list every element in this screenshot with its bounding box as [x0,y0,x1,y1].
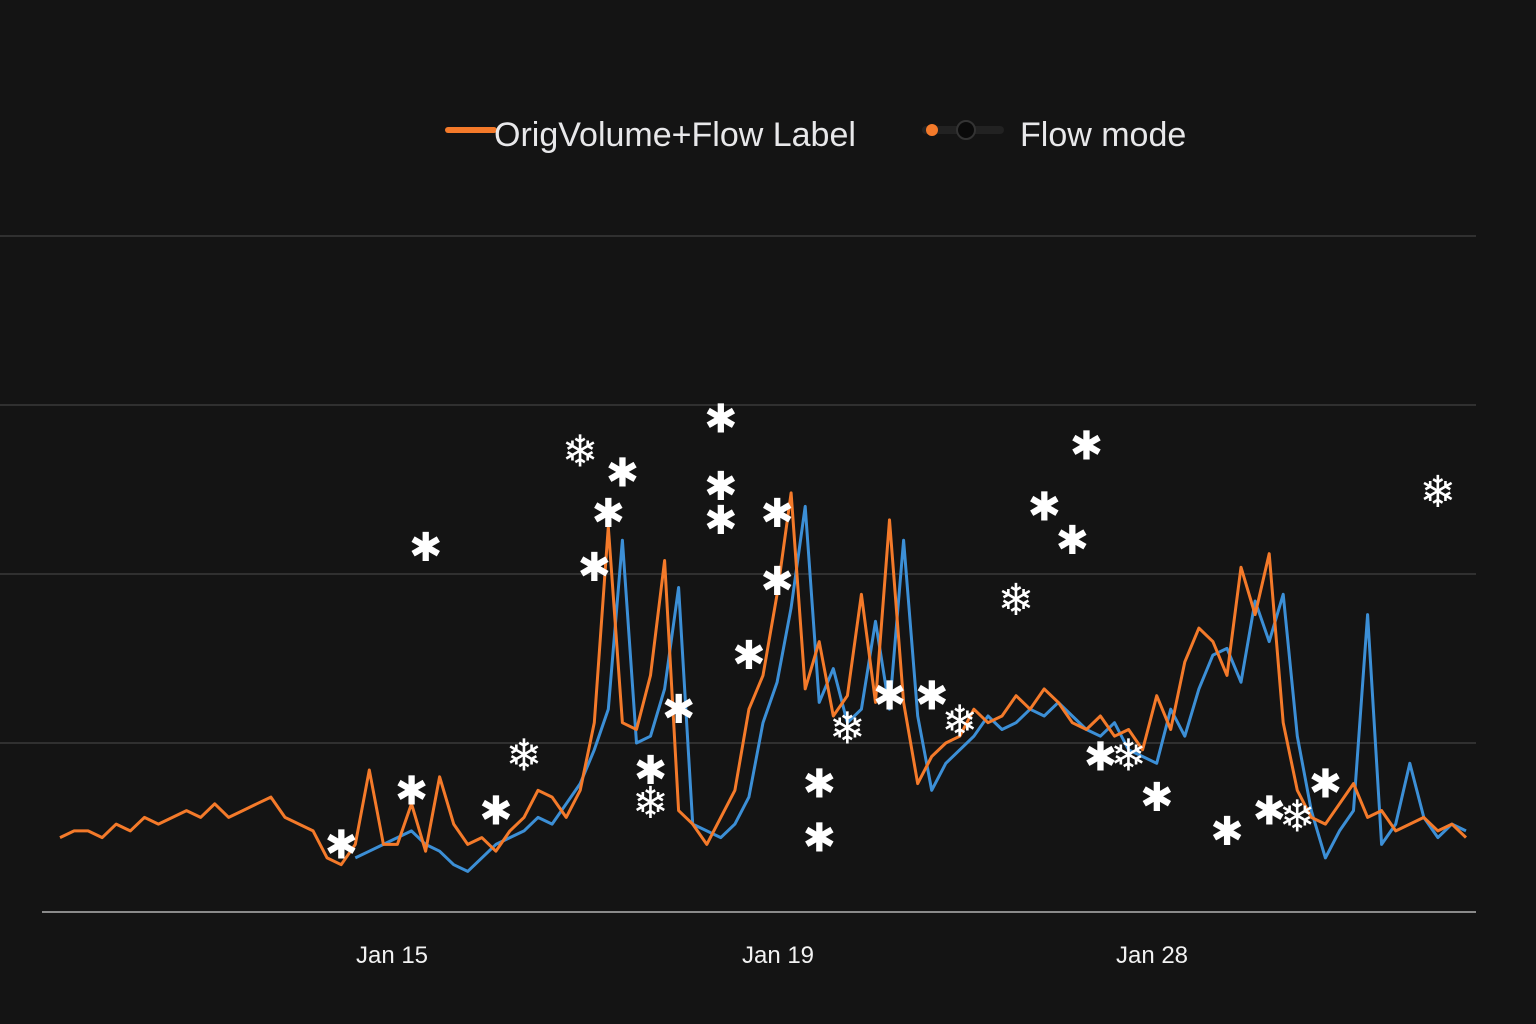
x-tick-label: Jan 19 [742,942,814,969]
asterisk-marker: ✱ [704,464,738,510]
asterisk-marker: ✱ [915,674,949,720]
asterisk-marker: ✱ [395,768,429,814]
asterisk-marker: ✱ [732,633,766,679]
legend-label-origvolume: OrigVolume+Flow Label [494,116,856,154]
asterisk-marker: ✱ [802,762,836,808]
asterisk-marker: ✱ [802,816,836,862]
snowflake-marker: ❄ [632,778,669,829]
legend-swatch-flow-mode-dot [926,124,938,136]
legend-label-origvolume-part2: +Flow Label [672,116,856,154]
asterisk-marker: ✱ [634,748,668,794]
asterisk-marker: ✱ [479,789,513,835]
asterisk-marker: ✱ [1070,424,1104,470]
marker-layer: ✱✱✱✱❄❄✱✱✱✱❄✱✱✱✱✱✱✱✱✱❄✱ ✱❄❄✱✱✱✱❄✱✱ ✱❄✱❄ [324,397,1456,869]
snowflake-marker: ❄ [1110,731,1147,782]
snowflake-marker: ❄ [998,575,1035,626]
snowflake-marker: ❄ [1419,467,1456,518]
x-tick-label: Jan 28 [1116,942,1188,969]
snowflake-marker: ❄ [506,731,543,782]
gridlines [0,235,1476,744]
legend: OrigVolume+Flow Label Flow mode [445,116,1186,154]
series-line-0 [59,491,1468,867]
asterisk-marker: ✱ [873,674,907,720]
asterisk-marker: ✱ [662,687,696,733]
asterisk-marker: ✱ [760,491,794,537]
snowflake-marker: ❄ [1279,791,1316,842]
asterisk-marker: ✱ [1252,789,1286,835]
series-layer [59,491,1468,873]
snowflake-marker: ❄ [829,704,866,755]
asterisk-marker: ✱ [704,397,738,443]
series-line-1 [354,504,1467,873]
asterisk-marker: ✱ [592,491,626,537]
asterisk-marker: ✱ [1140,775,1174,821]
legend-label-flow-mode: Flow mode [1020,116,1186,154]
asterisk-marker: ✱ [1210,809,1244,855]
asterisk-marker: ✱ [1084,735,1118,781]
asterisk-marker: ✱ [578,545,612,591]
asterisk-marker: ✱ [704,498,738,544]
asterisk-marker: ✱ [606,451,640,497]
legend-swatch-flow-mode-marker [956,120,976,140]
asterisk-marker: ✱ [1056,518,1090,564]
x-ticks: Jan 15 Jan 19 Jan 28 [356,942,1188,969]
asterisk-marker: ✱ [409,525,443,571]
snowflake-marker: ❄ [941,697,978,748]
asterisk-marker: ✱ [324,822,358,868]
asterisk-marker: ✱ [760,559,794,605]
asterisk-marker: ✱ [1027,484,1061,530]
legend-label-origvolume-part1: OrigVolume [494,116,672,154]
asterisk-marker: ✱ [1309,762,1343,808]
snowflake-marker: ❄ [562,426,599,477]
x-tick-label: Jan 15 [356,942,428,969]
